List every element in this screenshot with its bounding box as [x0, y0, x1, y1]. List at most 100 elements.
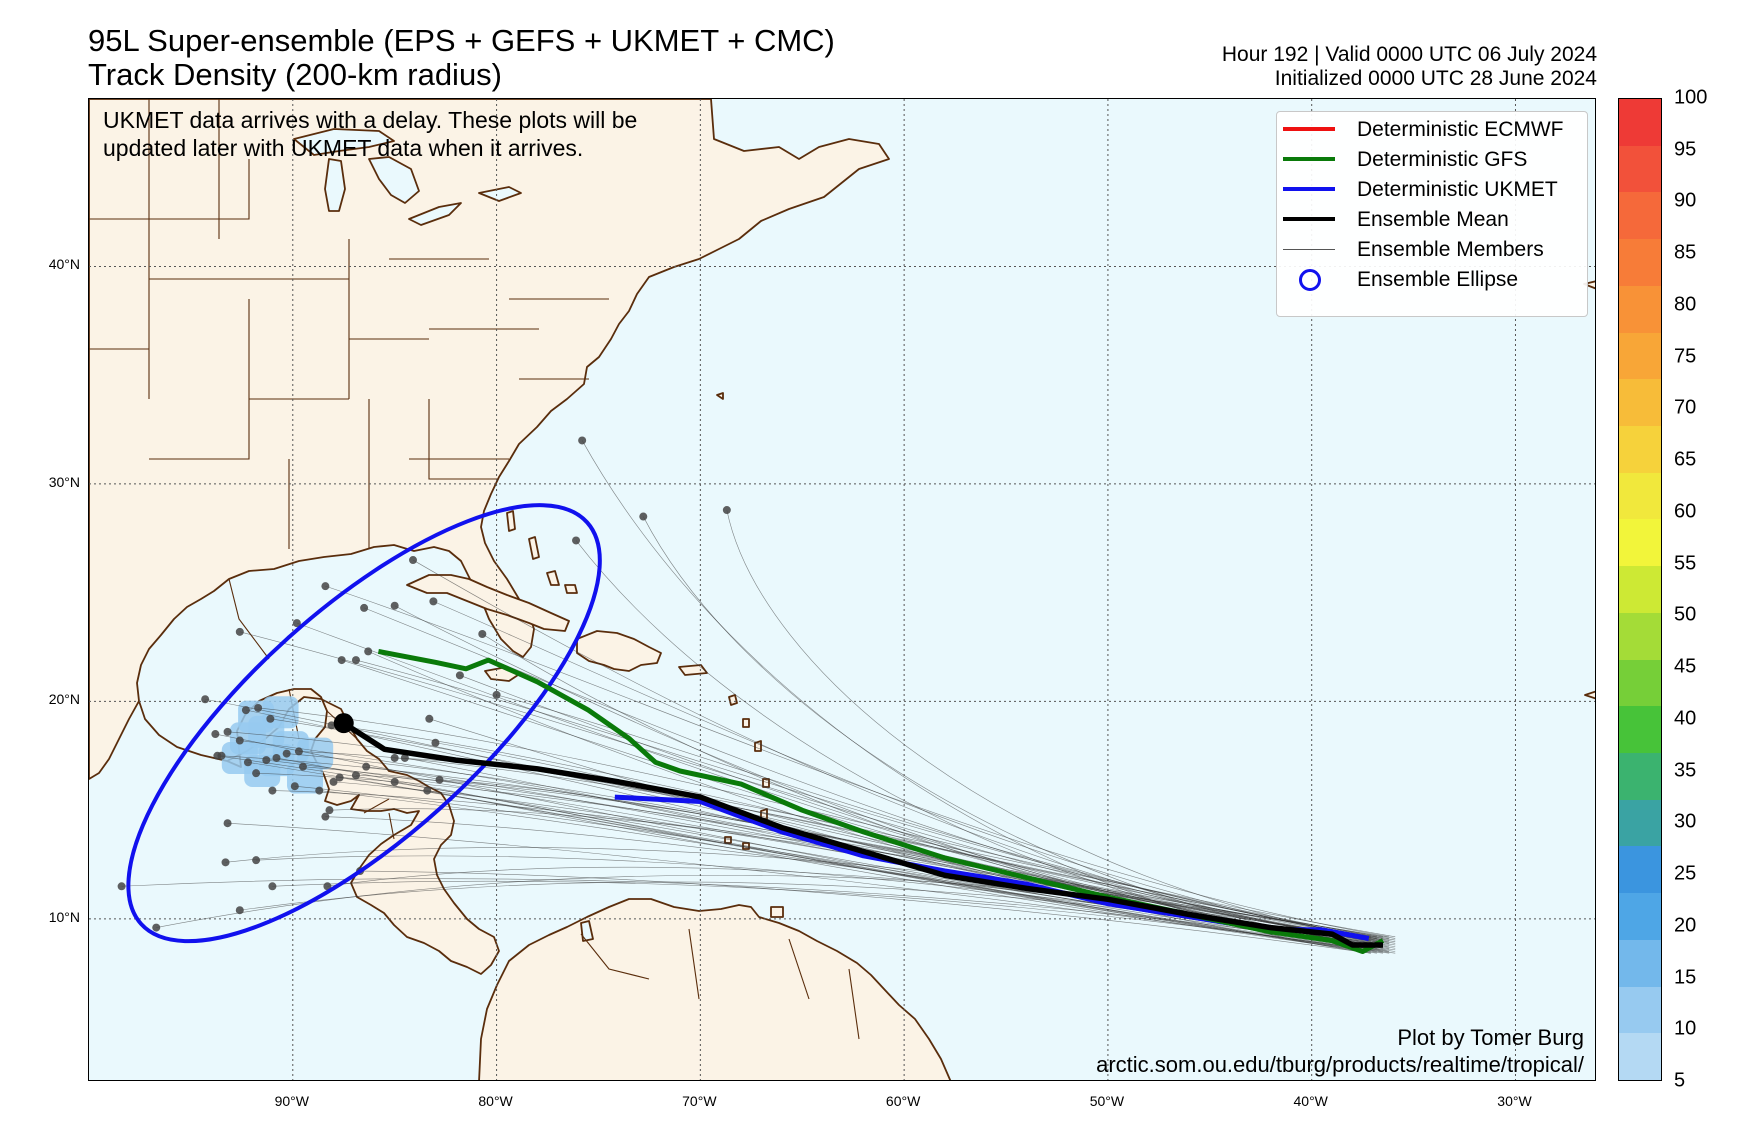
- colorbar-tick-label: 20: [1674, 914, 1697, 937]
- bahamas-2: [528, 536, 540, 560]
- member-endpoint-dot: [235, 627, 244, 636]
- legend-label: Ensemble Mean: [1357, 208, 1509, 231]
- lon-tick-label: 60°W: [885, 1093, 921, 1109]
- member-endpoint-dot: [722, 506, 731, 515]
- lon-tick-label: 70°W: [682, 1093, 717, 1109]
- member-endpoint-dot: [235, 906, 244, 915]
- member-endpoint-dot: [321, 812, 330, 821]
- member-endpoint-dot: [292, 619, 301, 628]
- member-endpoint-dot: [335, 773, 344, 782]
- member-endpoint-dot: [429, 597, 438, 606]
- colorbar-tick-label: 90: [1674, 189, 1697, 212]
- member-endpoint-dot: [455, 671, 464, 680]
- member-endpoint-dot: [364, 647, 373, 656]
- colorbar-segment: [1619, 99, 1661, 147]
- colorbar-tick-label: 70: [1674, 396, 1697, 419]
- init-time-label: Initialized 0000 UTC 28 June 2024: [1274, 67, 1597, 90]
- member-track: [325, 585, 1390, 938]
- colorbar-tick-label: 15: [1674, 966, 1697, 989]
- hispaniola: [576, 630, 662, 672]
- member-endpoint-dot: [409, 556, 418, 565]
- legend-line-swatch: [1283, 157, 1335, 161]
- member-endpoint-dot: [217, 751, 226, 760]
- lat-tick-label: 30°N: [48, 473, 80, 490]
- member-track: [272, 790, 1390, 943]
- colorbar-segment: [1619, 612, 1661, 661]
- legend-label: Deterministic ECMWF: [1357, 118, 1564, 141]
- ukmet-delay-note: UKMET data arrives with a delay. These p…: [103, 106, 637, 162]
- member-endpoint-dot: [211, 730, 220, 739]
- member-endpoint-dot: [323, 882, 332, 891]
- lake-huron: [368, 156, 420, 204]
- member-track: [215, 733, 1396, 954]
- member-track: [331, 725, 1384, 941]
- member-endpoint-dot: [325, 806, 334, 815]
- member-endpoint-dot: [315, 786, 324, 795]
- lon-tick-label: 80°W: [478, 1093, 513, 1109]
- colorbar-tick-label: 45: [1674, 655, 1697, 678]
- colorbar-tick-label: 60: [1674, 500, 1697, 523]
- legend-label: Deterministic UKMET: [1357, 178, 1558, 201]
- credit-url[interactable]: arctic.som.ou.edu/tburg/products/realtim…: [1096, 1052, 1584, 1077]
- lon-tick-label: 40°W: [1293, 1093, 1328, 1109]
- member-track: [225, 847, 1396, 939]
- member-track: [439, 779, 1377, 943]
- colorbar-segment: [1619, 285, 1661, 334]
- colorbar-tick-label: 100: [1674, 86, 1708, 109]
- colorbar-segment: [1619, 939, 1661, 988]
- legend-item: Deterministic UKMET: [1277, 174, 1587, 204]
- member-endpoint-dot: [431, 738, 440, 747]
- member-endpoint-dot: [282, 749, 291, 758]
- member-endpoint-dot: [390, 601, 399, 610]
- member-track: [319, 790, 1390, 951]
- member-endpoint-dot: [578, 436, 587, 445]
- legend-item: Ensemble Mean: [1277, 204, 1587, 234]
- puerto-rico: [678, 664, 708, 676]
- bermuda: [716, 392, 724, 400]
- member-endpoint-dot: [268, 882, 277, 891]
- member-endpoint-dot: [221, 858, 230, 867]
- member-endpoint-dot: [492, 690, 501, 699]
- legend-item: Deterministic ECMWF: [1277, 114, 1587, 144]
- colorbar-segment: [1619, 519, 1661, 567]
- member-endpoint-dot: [298, 762, 307, 771]
- member-track: [272, 880, 1371, 951]
- colorbar-tick-label: 40: [1674, 707, 1697, 730]
- member-endpoint-dot: [351, 656, 360, 665]
- member-endpoint-dot: [223, 727, 232, 736]
- colorbar-segment: [1619, 1033, 1661, 1081]
- colorbar-tick-label: 95: [1674, 138, 1697, 161]
- member-endpoint-dot: [262, 756, 271, 765]
- member-track: [459, 675, 1371, 946]
- member-track: [496, 694, 1377, 939]
- lake-ontario: [478, 186, 522, 202]
- colorbar-segment: [1619, 893, 1661, 941]
- colorbar-tick-label: 80: [1674, 293, 1697, 316]
- member-endpoint-dot: [435, 775, 444, 784]
- member-endpoint-dot: [423, 786, 432, 795]
- legend-circle-swatch: [1299, 269, 1321, 291]
- bahamas-1: [506, 510, 516, 532]
- member-endpoint-dot: [223, 819, 232, 828]
- ensemble-ellipse: [126, 503, 602, 944]
- ensemble-member-endpoints: [117, 436, 731, 932]
- title-line-2: Track Density (200-km radius): [88, 57, 503, 92]
- genesis-point: [333, 713, 354, 734]
- member-track: [433, 601, 1371, 939]
- colorbar-segment: [1619, 799, 1661, 847]
- member-track: [327, 866, 1396, 943]
- colorbar-tick-label: 25: [1674, 862, 1697, 885]
- member-endpoint-dot: [400, 753, 409, 762]
- bahamas-4: [564, 584, 578, 594]
- colorbar-segment: [1619, 986, 1661, 1034]
- lon-tick-label: 90°W: [274, 1093, 309, 1109]
- colorbar-segment: [1619, 706, 1661, 754]
- colorbar-segment: [1619, 425, 1661, 474]
- member-endpoint-dot: [243, 758, 252, 767]
- member-endpoint-dot: [241, 706, 250, 715]
- legend-label: Deterministic GFS: [1357, 148, 1528, 171]
- colorbar-tick-label: 55: [1674, 552, 1697, 575]
- legend-label: Ensemble Ellipse: [1357, 268, 1519, 291]
- colorbar-segment: [1619, 566, 1661, 614]
- colorbar-tick-label: 35: [1674, 759, 1697, 782]
